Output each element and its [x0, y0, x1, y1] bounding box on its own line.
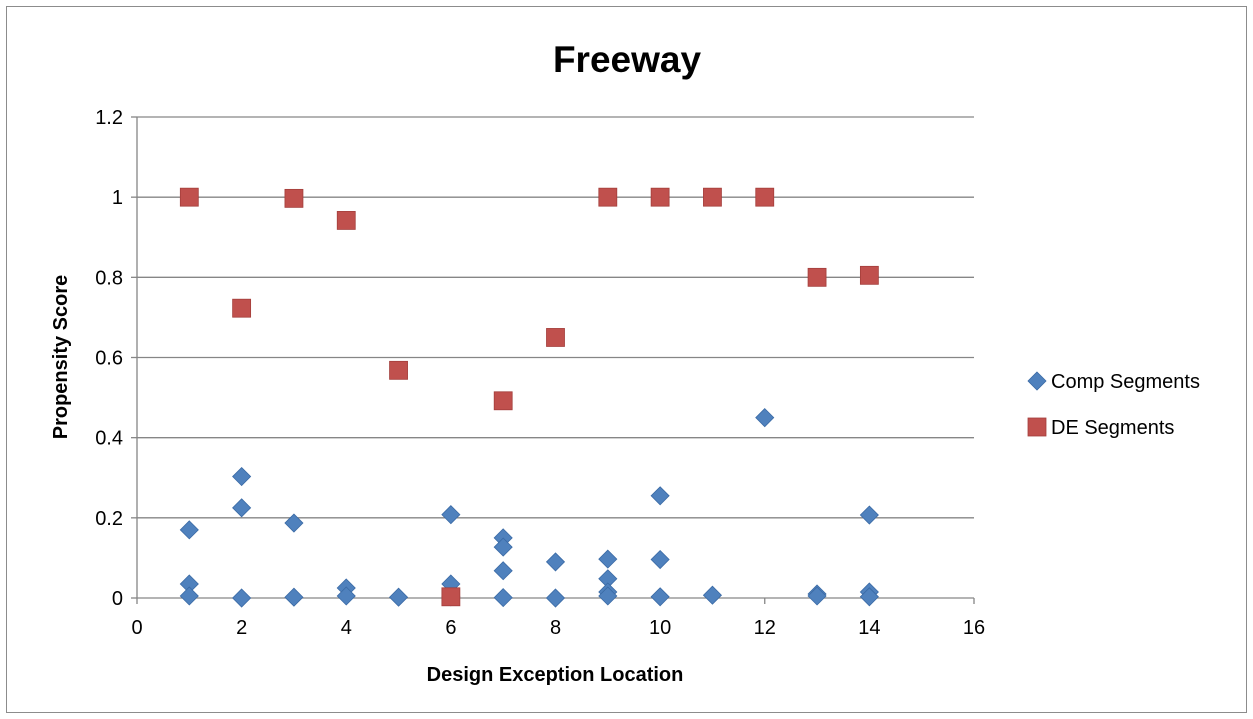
legend-marker-de-segments: [1027, 417, 1047, 437]
de-segment-point: [650, 187, 670, 207]
de-segment-point: [441, 587, 461, 607]
de-segment-point: [336, 211, 356, 230]
comp-segment-point: [232, 498, 252, 518]
axes: [131, 116, 975, 604]
de-segment-point: [807, 267, 827, 287]
de-segment-point: [179, 187, 199, 207]
comp-segment-point: [598, 586, 618, 606]
comp-segment-point: [545, 588, 566, 608]
comp-segment-point: [493, 561, 513, 581]
de-segment-point: [493, 391, 513, 411]
y-tick-label: 1: [112, 187, 123, 209]
comp-segment-point: [650, 587, 670, 607]
comp-segment-point: [284, 513, 304, 533]
de-segment-point: [232, 298, 252, 318]
comp-segment-point: [598, 549, 618, 569]
series-comp-segments: [179, 408, 879, 608]
comp-segment-point: [650, 486, 670, 506]
chart-title: Freeway: [553, 39, 702, 80]
de-segment-point: [703, 187, 722, 207]
data-points: [179, 187, 879, 608]
de-segment-point: [755, 187, 775, 207]
comp-segment-point: [859, 505, 879, 525]
x-tick-label: 8: [550, 617, 561, 639]
y-tick-label: 0.2: [95, 508, 123, 530]
y-tick-label: 0.6: [95, 348, 123, 370]
y-tick-label: 0: [112, 588, 123, 610]
comp-segment-point: [755, 408, 775, 428]
legend-label: DE Segments: [1051, 417, 1174, 439]
legend: Comp Segments DE Segments: [1027, 371, 1200, 439]
comp-segment-point: [388, 587, 409, 607]
x-tick-label: 14: [858, 617, 880, 639]
de-segment-point: [598, 187, 618, 207]
x-axis-title: Design Exception Location: [427, 664, 684, 686]
legend-marker-comp-segments: [1027, 371, 1047, 391]
comp-segment-point: [650, 549, 670, 570]
chart-frame: [6, 6, 1247, 713]
de-segment-point: [546, 328, 565, 347]
x-tick-label: 0: [131, 617, 142, 639]
y-tick-label: 0.8: [95, 267, 123, 289]
series-de-segments: [179, 187, 879, 607]
x-tick-label: 4: [341, 617, 352, 639]
x-tick-label: 16: [963, 617, 985, 639]
comp-segment-point: [284, 587, 304, 607]
comp-segment-point: [232, 588, 252, 608]
x-tick-label: 6: [445, 617, 456, 639]
y-tick-label: 0.4: [95, 428, 123, 450]
y-tick-label: 1.2: [95, 107, 123, 129]
de-segment-point: [859, 265, 879, 285]
x-tick-labels: 0 2 4 6 8 10 12 14 16: [131, 617, 985, 639]
y-tick-labels: 0 0.2 0.4 0.6 0.8 1 1.2: [95, 107, 123, 610]
gridlines: [137, 116, 974, 519]
comp-segment-point: [493, 537, 513, 557]
comp-segment-point: [807, 586, 827, 606]
legend-label: Comp Segments: [1051, 371, 1200, 393]
comp-segment-point: [336, 586, 356, 606]
y-axis-title: Propensity Score: [50, 275, 72, 440]
comp-segment-point: [179, 586, 199, 606]
comp-segment-point: [859, 587, 879, 607]
comp-segment-point: [545, 552, 566, 572]
x-tick-label: 12: [754, 617, 776, 639]
x-tick-label: 2: [236, 617, 247, 639]
comp-segment-point: [702, 585, 723, 605]
x-tick-label: 10: [649, 617, 671, 639]
de-segment-point: [284, 188, 304, 208]
de-segment-point: [389, 360, 408, 380]
comp-segment-point: [232, 466, 252, 487]
comp-segment-point: [179, 520, 199, 540]
comp-segment-point: [493, 588, 513, 608]
comp-segment-point: [441, 505, 461, 525]
